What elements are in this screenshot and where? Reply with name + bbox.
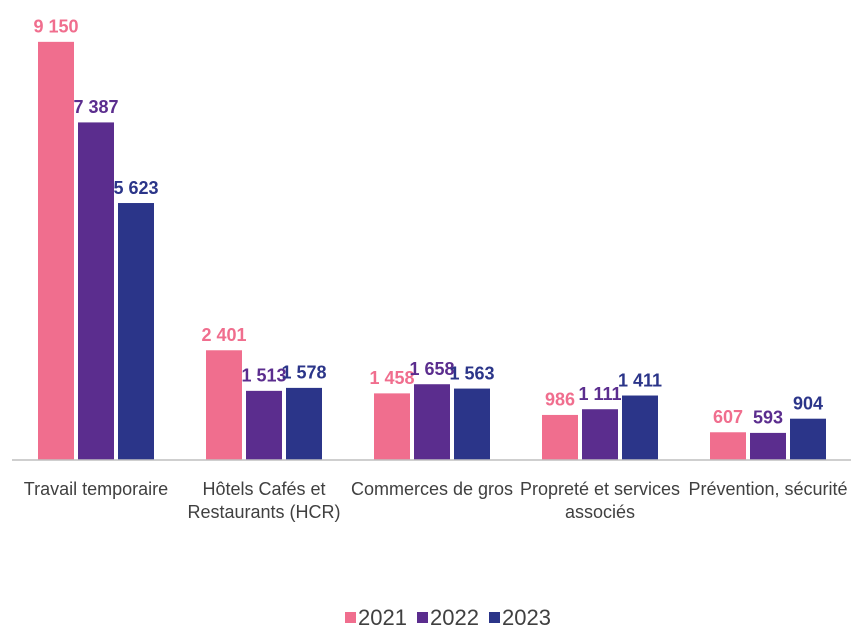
value-label: 2 401 <box>201 325 246 345</box>
bar <box>286 387 322 460</box>
legend-swatch <box>345 612 356 623</box>
value-label: 1 513 <box>241 366 286 386</box>
value-label: 1 658 <box>409 359 454 379</box>
value-label: 1 411 <box>618 370 662 390</box>
x-tick-label: Travail temporaire <box>23 479 169 499</box>
bar <box>206 350 242 460</box>
bar <box>582 409 618 460</box>
value-label: 5 623 <box>113 178 158 198</box>
value-label: 904 <box>793 393 823 413</box>
bar <box>790 418 826 460</box>
x-tick-label: Commerces de gros <box>350 479 514 499</box>
legend-swatch <box>417 612 428 623</box>
bar <box>414 384 450 460</box>
bar <box>374 393 410 460</box>
legend-label: 2022 <box>430 605 479 630</box>
bar <box>710 432 746 460</box>
bar <box>454 388 490 460</box>
x-tick-label: Hôtels Cafés et Restaurants (HCR) <box>187 479 341 522</box>
value-label: 986 <box>545 390 575 410</box>
bar <box>38 41 74 460</box>
bar <box>246 390 282 460</box>
value-label: 1 458 <box>369 368 414 388</box>
value-label: 607 <box>713 407 743 427</box>
bar <box>118 203 154 460</box>
value-label: 1 563 <box>449 363 494 383</box>
value-label: 1 578 <box>281 363 326 383</box>
bar <box>750 432 786 460</box>
value-label: 7 387 <box>73 97 118 117</box>
value-label: 9 150 <box>33 17 78 37</box>
bar <box>622 395 658 460</box>
x-tick-label: Prévention, sécurité <box>688 479 848 499</box>
x-tick-label: Propreté et services associés <box>519 479 681 522</box>
bar <box>542 414 578 460</box>
value-label: 1 111 <box>578 384 621 404</box>
legend-swatch <box>489 612 500 623</box>
legend-label: 2021 <box>358 605 407 630</box>
bar <box>78 122 114 461</box>
value-label: 593 <box>753 408 783 428</box>
legend-label: 2023 <box>502 605 551 630</box>
